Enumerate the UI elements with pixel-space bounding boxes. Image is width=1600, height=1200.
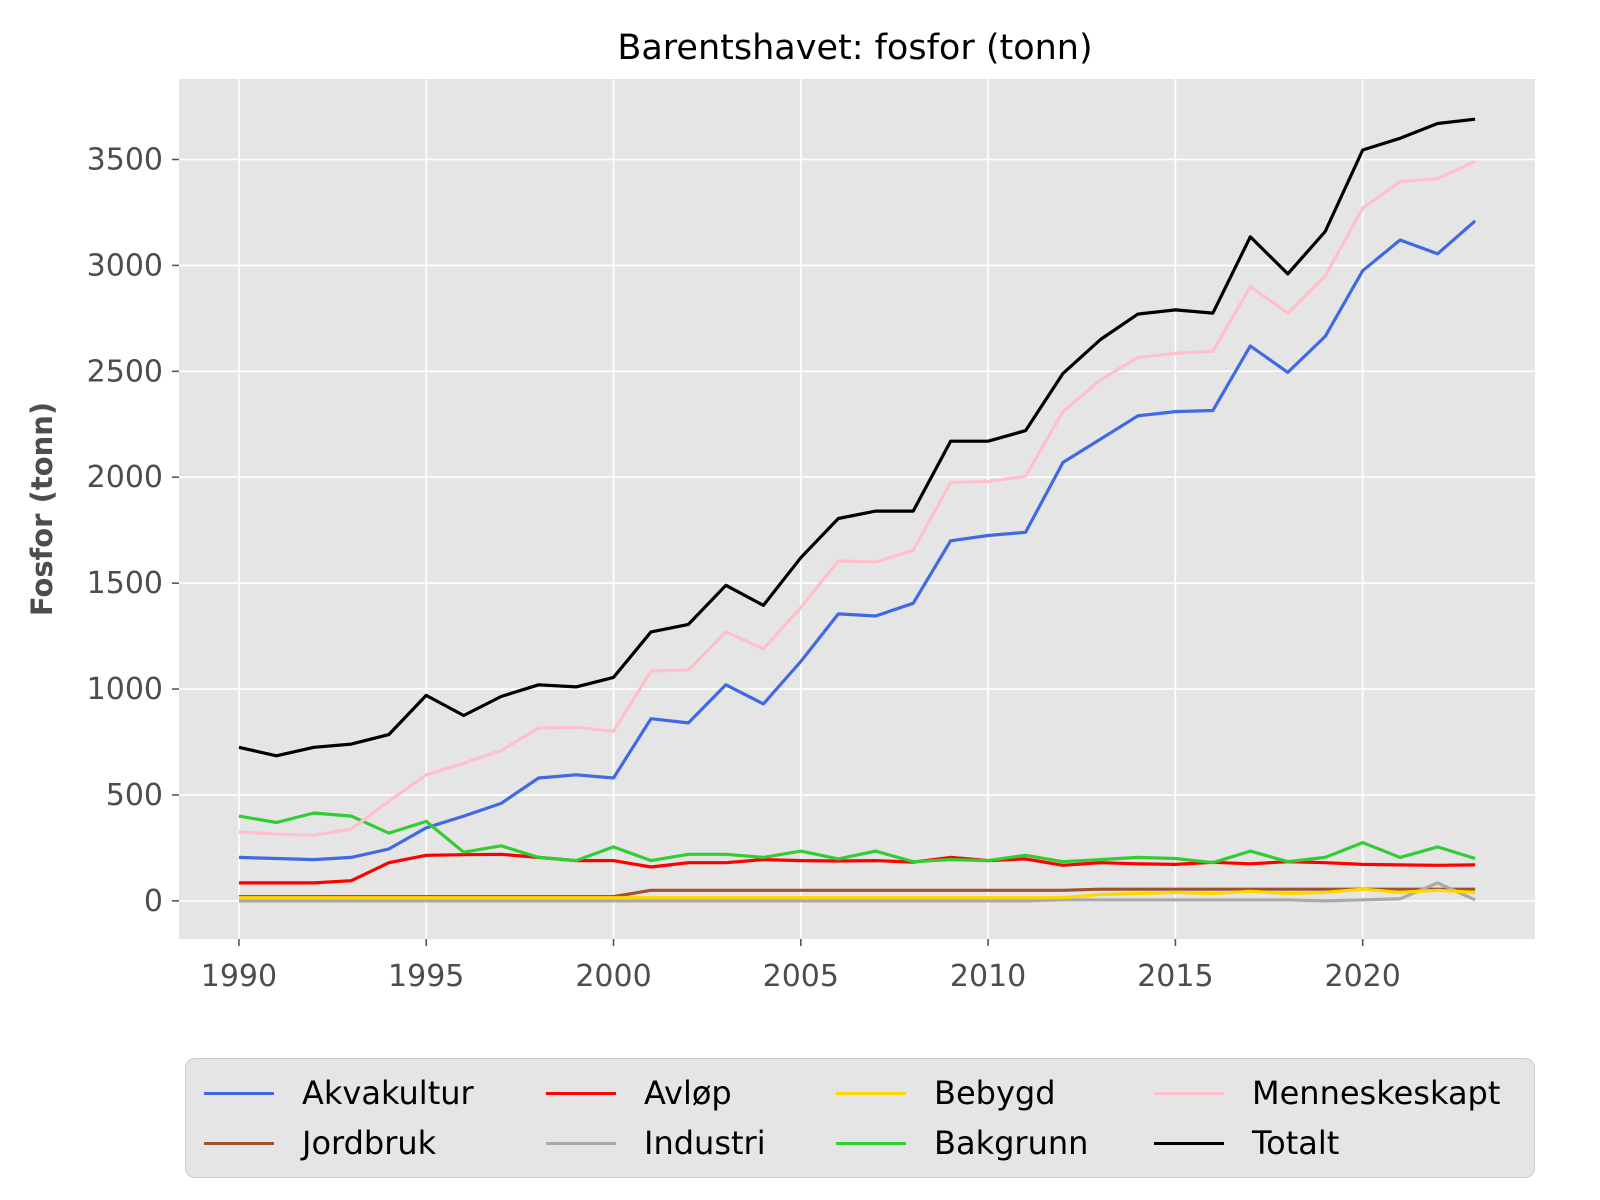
x-tick-label: 1995 xyxy=(388,959,464,994)
y-tick-label: 500 xyxy=(106,778,163,813)
x-tick-label: 2020 xyxy=(1325,959,1401,994)
y-tick-label: 2500 xyxy=(87,354,163,389)
y-tick-label: 2000 xyxy=(87,460,163,495)
legend-item-bebygd: Bebygd xyxy=(836,1073,1056,1113)
x-tick-label: 2000 xyxy=(575,959,651,994)
legend-item-bakgrunn: Bakgrunn xyxy=(836,1123,1088,1163)
series-line-menneskeskapt xyxy=(238,160,1476,837)
y-tick-label: 3000 xyxy=(87,248,163,283)
y-tick-label: 3500 xyxy=(87,142,163,177)
legend-label: Bakgrunn xyxy=(934,1124,1089,1162)
y-tick-label: 0 xyxy=(144,884,163,919)
grid-lines xyxy=(179,79,1535,939)
legend-swatch xyxy=(1154,1091,1224,1095)
y-tick-label: 1000 xyxy=(87,672,163,707)
legend-swatch xyxy=(546,1091,616,1095)
y-tick-label: 1500 xyxy=(87,566,163,601)
series-line-industri xyxy=(238,881,1476,903)
series-line-totalt xyxy=(238,117,1476,758)
x-tick-label: 1990 xyxy=(201,959,277,994)
legend-label: Jordbruk xyxy=(302,1124,437,1162)
legend-swatch xyxy=(836,1091,906,1095)
legend: Akvakultur Avløp Bebygd Menneskeskapt Jordbr… xyxy=(185,1058,1535,1178)
plot-area xyxy=(179,79,1535,939)
series-lines xyxy=(238,117,1477,903)
series-line-bebygd xyxy=(238,887,1476,900)
legend-label: Totalt xyxy=(1252,1124,1340,1162)
legend-swatch xyxy=(836,1141,906,1145)
chart-title: Barentshavet: fosfor (tonn) xyxy=(617,28,1092,68)
x-tick-label: 2005 xyxy=(763,959,839,994)
legend-item-jordbruk: Jordbruk xyxy=(204,1123,436,1163)
series-line-avlop xyxy=(238,852,1476,885)
series-line-akvakultur xyxy=(238,219,1477,862)
series-line-bakgrunn xyxy=(238,811,1476,865)
x-tick-label: 2015 xyxy=(1137,959,1213,994)
legend-item-industri: Industri xyxy=(546,1123,766,1163)
legend-item-menneskeskapt: Menneskeskapt xyxy=(1154,1073,1500,1113)
legend-label: Bebygd xyxy=(934,1074,1056,1112)
x-tick-label: 2010 xyxy=(950,959,1026,994)
legend-swatch xyxy=(546,1141,616,1145)
legend-label: Akvakultur xyxy=(302,1074,474,1112)
legend-swatch xyxy=(204,1141,274,1145)
legend-item-avlop: Avløp xyxy=(546,1073,732,1113)
legend-label: Avløp xyxy=(644,1074,732,1112)
legend-item-totalt: Totalt xyxy=(1154,1123,1339,1163)
x-axis: 1990 1995 2000 2005 2010 2015 2020 xyxy=(201,939,1401,994)
y-axis: 0 500 1000 1500 2000 2500 3000 3500 xyxy=(87,142,179,919)
legend-label: Industri xyxy=(644,1124,766,1162)
legend-swatch xyxy=(204,1091,274,1095)
legend-label: Menneskeskapt xyxy=(1252,1074,1501,1112)
legend-swatch xyxy=(1154,1141,1224,1145)
y-axis-label: Fosfor (tonn) xyxy=(25,402,59,616)
legend-item-akvakultur: Akvakultur xyxy=(204,1073,474,1113)
